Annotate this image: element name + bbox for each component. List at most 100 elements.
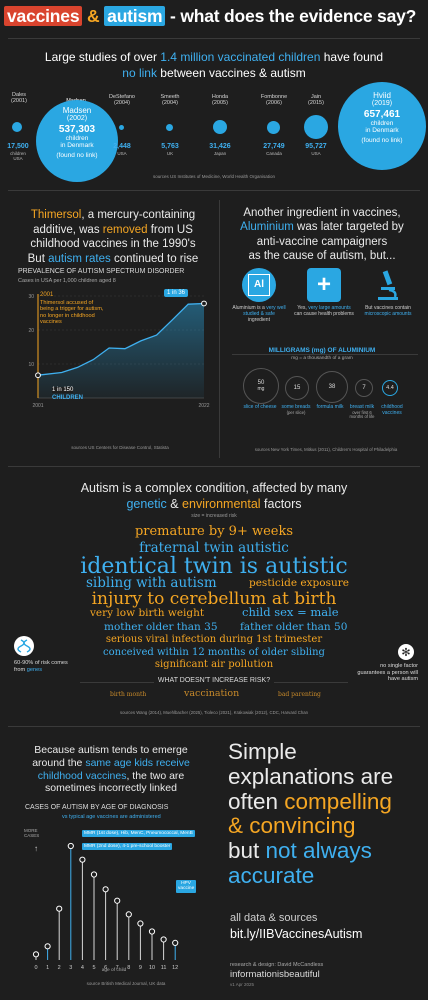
mg-label-text: some breads xyxy=(281,404,311,410)
risk-identical-twin: identical twin is autistic xyxy=(80,554,348,579)
study-value: 2,448 xyxy=(113,143,131,150)
study-year: (2002) xyxy=(66,115,88,122)
age-highlight: same age kids receive xyxy=(85,756,190,769)
aluminium-card-micro: But vaccines contain microscopic amounts xyxy=(360,268,416,317)
up-arrow-icon: ↑ xyxy=(34,844,38,853)
study-bubble xyxy=(166,124,173,131)
thimersol-text: , a mercury-containing xyxy=(81,209,196,221)
medical-cross-icon: + xyxy=(307,268,341,302)
not-increase-title: WHAT DOESN'T INCREASE RISK? xyxy=(0,677,428,684)
page-title: vaccines & autism - what does the eviden… xyxy=(4,6,416,27)
study-value: 657,461 xyxy=(363,109,401,120)
study-country: USA xyxy=(13,156,23,162)
age-chart: 0 1 2 3 4 5 6 7 8 9 10 11 12 xyxy=(32,842,179,971)
marker-year: 2001 xyxy=(40,292,54,298)
mg-label: breast milk over first 6 months of life xyxy=(348,404,376,420)
snowflake-icon: ✻ xyxy=(398,644,414,660)
study-year: (2001) xyxy=(11,98,27,105)
study-dales: Dales (2001) xyxy=(4,92,34,105)
mg-value: 15 xyxy=(293,385,301,391)
sources-link[interactable]: bit.ly/IIBVaccinesAutism xyxy=(230,927,363,941)
lollipop-dot xyxy=(148,928,156,935)
study-smeeth: Smeeth (2004) xyxy=(150,94,190,107)
thimersol-text: childhood vaccines in the 1990's xyxy=(30,238,196,251)
aluminium-element-icon: Al xyxy=(242,268,276,302)
study-name: Dales xyxy=(11,92,27,98)
prevalence-area xyxy=(38,303,204,398)
mg-circle-vaccines: 4.4 xyxy=(382,380,398,396)
studies-text-a: Large studies of over xyxy=(44,50,161,64)
study-dales-value: 17,500 children USA xyxy=(2,143,34,161)
aluminium-text: was later targeted by xyxy=(293,221,404,234)
study-country: in Denmark xyxy=(365,127,399,134)
dna-icon xyxy=(14,636,34,656)
closing-not-always: not always xyxy=(265,838,372,863)
lollipop-dot xyxy=(160,936,167,943)
study-value: 31,426 xyxy=(209,143,231,150)
complex-text: & xyxy=(166,496,183,511)
study-name: Honda xyxy=(211,94,229,100)
closing-text: explanations are xyxy=(228,763,394,789)
aluminium-text: as the cause of autism, but... xyxy=(248,250,396,263)
y-tick-label: 10 xyxy=(28,362,34,368)
study-country: Canada xyxy=(266,151,282,157)
study-unit: children xyxy=(10,151,26,157)
risk-male: child sex = male xyxy=(242,605,339,619)
brand-logo: informationisbeautiful xyxy=(230,969,320,980)
study-year: (2019) xyxy=(371,100,393,107)
study-value: 5,763 xyxy=(161,143,179,150)
mg-circle-cheese: 50 mg xyxy=(243,368,279,404)
version: v1 Apr 2025 xyxy=(230,982,255,987)
card-text: can cause health problems xyxy=(294,311,354,317)
credit: research & design: David McCandless xyxy=(230,962,324,968)
thimersol-text: from US xyxy=(147,223,193,236)
al-symbol: Al xyxy=(248,274,270,296)
age-tick-label: 5 xyxy=(92,965,95,971)
study-year: (2006) xyxy=(266,100,282,107)
autism-rates-word: autism rates xyxy=(48,253,111,266)
study-name: Jain xyxy=(310,94,322,100)
risk-father-older: father older than 50 xyxy=(240,621,348,633)
vaccine-label-2: MMR (2nd dose), 4-1 pre-school booster xyxy=(82,843,173,850)
study-bubble xyxy=(12,122,22,132)
microscope-icon xyxy=(360,268,416,302)
age-tick-label: 12 xyxy=(172,965,178,971)
age-text: , the two are xyxy=(126,769,185,782)
study-country: Japan xyxy=(213,151,227,157)
study-jain: Jain (2015) xyxy=(296,94,336,107)
age-chart-subtitle: vs typical age vaccines are administered xyxy=(62,814,161,820)
no-link-text: no link xyxy=(122,65,157,80)
study-honda-value: 31,426 Japan xyxy=(200,143,240,156)
closing-convincing: & convincing xyxy=(228,813,356,839)
risk-sibling: sibling with autism xyxy=(86,575,217,591)
study-value: 95,727 xyxy=(305,143,327,150)
studies-text-d: between vaccines & autism xyxy=(156,65,306,80)
lollipop-dot xyxy=(32,951,40,958)
closing-compelling: compelling xyxy=(284,788,392,814)
age-tick-label: 8 xyxy=(127,965,130,971)
removed-word: removed xyxy=(102,223,148,236)
age-tick-label: 0 xyxy=(34,965,37,971)
environmental-word: environmental xyxy=(182,496,261,511)
mg-value: 7 xyxy=(362,385,366,391)
study-unit: children xyxy=(370,120,394,127)
aluminium-word: Aluminium xyxy=(240,221,294,234)
thimersol-text: But xyxy=(27,253,49,266)
data-note: all data & sources xyxy=(230,912,318,924)
lollipop-dot xyxy=(172,939,179,947)
card-text: Aluminium is a xyxy=(232,305,267,311)
title-vaccines: vaccines xyxy=(4,6,83,26)
mg-circle-formula: 38 xyxy=(316,371,348,403)
lollipop-dot xyxy=(56,905,63,912)
lollipop-dot xyxy=(137,920,144,927)
study-fombonne-value: 27,749 Canada xyxy=(252,143,296,156)
risk-pesticide: pesticide exposure xyxy=(249,577,349,589)
closing-accurate: accurate xyxy=(228,862,315,888)
prevalence-chart-subtitle: Cases in USA per 1,000 children aged 8 xyxy=(18,278,116,284)
end-point xyxy=(201,300,207,307)
study-note: (found no link) xyxy=(56,152,98,159)
study-fombonne: Fombonne (2006) xyxy=(252,94,296,107)
mg-label: childhood vaccines xyxy=(381,404,403,416)
mg-value: 4.4 xyxy=(386,385,394,391)
study-destefano: DeStefano (2004) xyxy=(102,94,142,107)
